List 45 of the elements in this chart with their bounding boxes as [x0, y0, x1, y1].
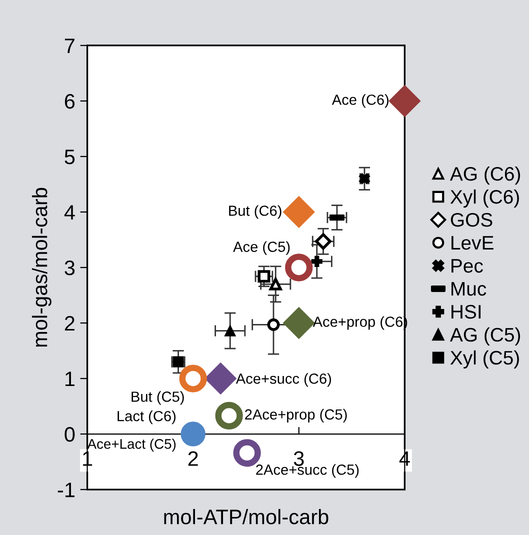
y-tick-label: 7: [64, 38, 74, 54]
point: [283, 196, 315, 228]
annotation: But (C6): [229, 205, 282, 219]
legend-label: AG (C6): [450, 166, 520, 185]
legend-label: Muc: [452, 282, 486, 296]
point: [179, 364, 207, 392]
annotation: Ace+succ (C6): [236, 373, 332, 387]
legend-label: Xyl (C6): [450, 189, 519, 208]
point: [180, 422, 206, 446]
legend-label: Xyl (C5): [450, 350, 519, 369]
y-tick-label: 5: [64, 150, 75, 164]
y-tick-label: 6: [64, 94, 75, 109]
point: [204, 362, 236, 394]
x-axis-title: mol-ATP/mol-carb: [164, 508, 328, 524]
x-tick-label: 3: [294, 451, 304, 466]
point: [215, 402, 243, 430]
y-tick-label: 2: [64, 316, 74, 331]
point: [388, 85, 421, 117]
y-tick-label: -1: [58, 482, 74, 498]
annotation: Lact (C6): [118, 410, 176, 424]
point: [314, 233, 332, 250]
point: [258, 270, 270, 283]
point: [311, 256, 322, 267]
legend-label: Pec: [452, 259, 483, 273]
y-tick-label: 3: [64, 260, 75, 276]
legend-label: GOS: [450, 212, 492, 227]
annotation: Ace (C6): [332, 94, 389, 108]
y-axis-title: mol-gas/mol-carb: [32, 188, 52, 347]
point: [269, 278, 282, 290]
annotation: Ace (C5): [233, 241, 290, 255]
legend-label: LevE: [452, 236, 494, 250]
point: [224, 325, 236, 336]
point: [267, 318, 280, 331]
annotation: Ace+Lact (C5): [87, 438, 176, 452]
x-tick-label: 2: [188, 451, 198, 466]
y-tick-label: 0: [64, 427, 75, 442]
legend-label: HSI: [452, 304, 481, 319]
point: [283, 307, 315, 339]
annotation: But (C5): [132, 391, 184, 405]
annotation: 2Ace+prop (C5): [245, 408, 347, 422]
y-tick-label: 4: [64, 205, 75, 220]
legend-label: AG (C5): [450, 327, 520, 346]
y-tick-label: 1: [65, 372, 74, 386]
point: [285, 254, 313, 282]
annotation: 2Ace+succ (C5): [256, 464, 359, 478]
